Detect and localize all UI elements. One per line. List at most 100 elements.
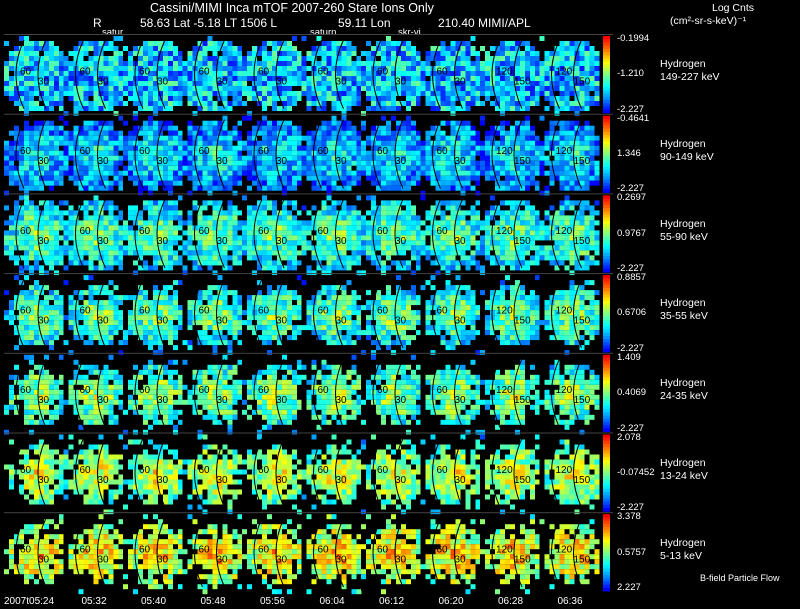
contour-label: 60 [199,305,211,316]
contour-label: 60 [437,66,449,77]
contour-label: 30 [336,315,348,326]
contour-arc [335,517,344,588]
contour-arc [156,517,166,588]
contour-arc [15,199,25,269]
contour-label: 30 [336,475,348,486]
contour-arc [491,278,501,349]
contour-arc [335,438,344,508]
contour-arc [491,517,501,588]
contour-label: 30 [276,236,288,247]
contour-arc [513,517,523,588]
contour-label: 60 [377,146,389,157]
colorbar-mid: -1.210 [617,68,644,80]
colorbar-row-1 [603,36,610,114]
contour-label: 30 [98,315,110,326]
colorbar-row-4 [603,275,610,353]
contour-arc [37,517,47,588]
contour-label: 30 [395,475,407,486]
time-label: 06:12 [379,596,405,607]
colorbar-min: -2.227 [617,342,644,354]
contour-label: 60 [139,545,151,556]
contour-label: 30 [395,236,407,247]
contour-arc [513,199,523,269]
contour-label: 30 [98,236,110,247]
ena-image-r4-c4: 60 30 [182,275,243,356]
contour-label: 30 [395,555,407,566]
ena-image-r6-c5: 60 30 [242,434,302,515]
contour-arc [97,39,106,109]
contour-label: 60 [139,146,151,157]
contour-arc [573,278,582,349]
contour-label: 60 [377,305,389,316]
contour-arc [313,358,322,428]
contour-label: 60 [318,465,330,476]
contour-arc [97,438,106,508]
contour-label: 60 [20,385,32,396]
species-label: Hydrogen [660,297,706,310]
contour-arc [75,119,84,189]
contour-label: 30 [98,76,110,87]
contour-label: 30 [38,555,50,566]
ena-image-r6-c2: 60 30 [63,434,124,515]
contour-label: 30 [98,555,110,566]
contour-arc [335,199,344,269]
contour-arc [513,119,523,189]
contour-arc [491,438,501,508]
contour-arc [156,119,166,189]
contour-arc [216,119,225,189]
contour-arc [253,119,263,189]
contour-label: 60 [258,305,270,316]
contour-label: 60 [80,385,92,396]
colorbar-max: -0.4641 [617,112,650,124]
units-label: (cm²-sr-s-keV)⁻¹ [670,15,747,27]
contour-arc [491,358,501,428]
contour-arc [134,517,144,588]
contour-arc [394,39,404,109]
contour-arc [75,517,84,588]
ena-image-r3-c7: 60 30 [361,195,421,276]
contour-arc [15,438,25,508]
contour-arc [75,278,84,349]
ena-image-r6-c6: 60 30 [301,434,362,512]
contour-label: 150 [574,156,591,167]
contour-label: 60 [20,465,32,476]
contour-label: 60 [199,226,211,237]
contour-label: 30 [276,315,288,326]
contour-label: 30 [276,475,288,486]
contour-label: 60 [258,465,270,476]
ena-image-r5-c1: 60 30 [4,354,64,435]
contour-arc [573,199,582,269]
contour-label: 60 [377,465,389,476]
contour-label: 30 [157,555,169,566]
contour-arc [335,39,344,109]
contour-arc [432,199,441,269]
contour-arc [335,119,344,189]
species-label: Hydrogen [660,138,706,151]
ena-image-r7-c3: 60 30 [123,514,183,595]
contour-label: 60 [258,385,270,396]
contour-label: 30 [98,475,110,486]
contour-arc [372,199,382,269]
contour-arc [454,39,463,109]
contour-arc [134,119,144,189]
contour-arc [432,278,441,349]
ena-image-r2-c8: 60 30 [420,115,481,196]
contour-arc [194,278,203,349]
overlay-label-skr: skr-vi [398,27,421,38]
contour-label: 60 [80,465,92,476]
chart-title: Cassini/MIMI Inca mTOF 2007-260 Stare Io… [150,1,434,15]
contour-arc [313,278,322,349]
contour-arc [513,358,523,428]
contour-label: 30 [276,156,288,167]
contour-arc [454,199,463,269]
ena-image-r6-c1: 60 30 [4,434,64,512]
ena-image-r5-c7: 60 30 [361,354,421,435]
contour-arc [454,438,463,508]
contour-arc [134,438,144,508]
contour-arc [313,199,322,269]
